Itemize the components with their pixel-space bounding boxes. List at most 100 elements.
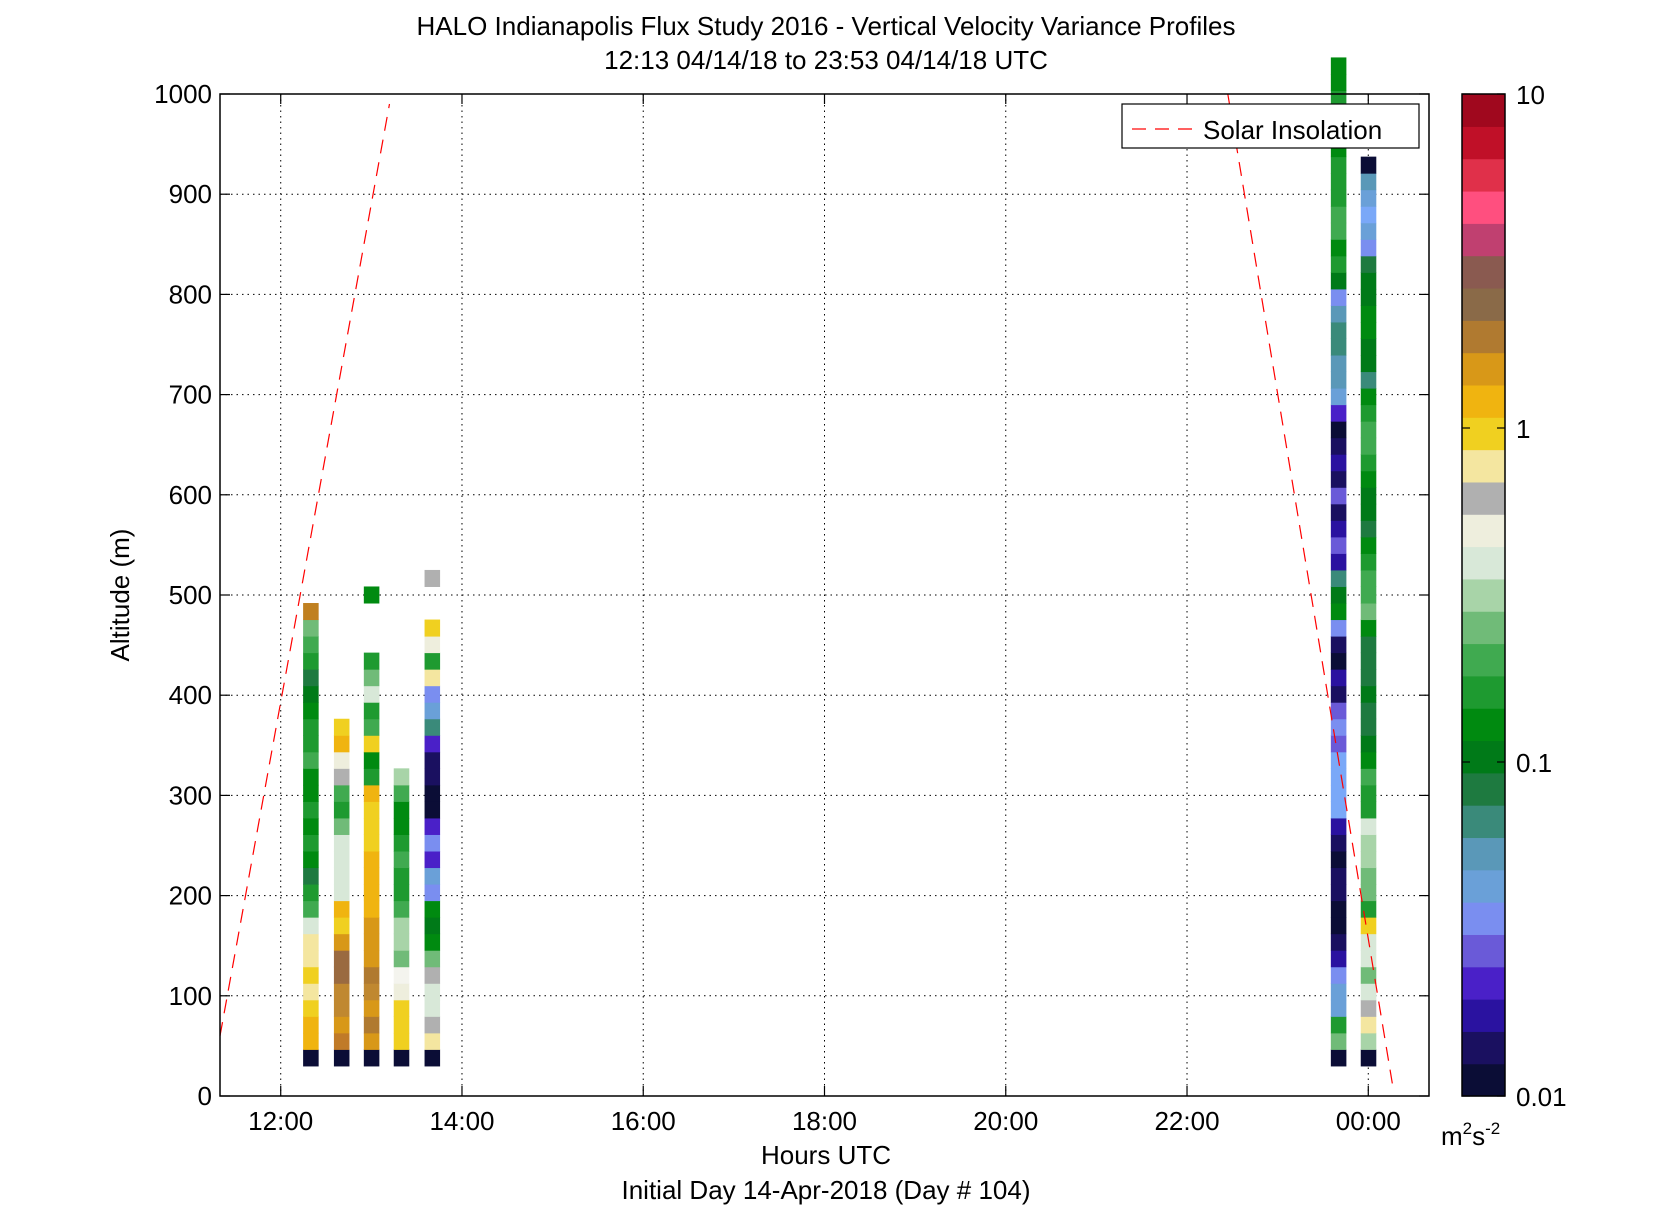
heatmap-cell bbox=[1360, 156, 1377, 174]
heatmap-cell bbox=[1330, 801, 1347, 819]
chart-subtitle: 12:13 04/14/18 to 23:53 04/14/18 UTC bbox=[604, 45, 1048, 75]
heatmap-cell bbox=[393, 900, 410, 918]
colorbar-swatch bbox=[1462, 481, 1505, 515]
colorbar-swatch bbox=[1462, 966, 1505, 1000]
colorbar-swatch bbox=[1462, 190, 1505, 224]
colorbar-unit-s: s bbox=[1472, 1121, 1485, 1151]
heatmap-cell bbox=[1330, 636, 1347, 654]
colorbar-swatch bbox=[1462, 934, 1505, 968]
colorbar-swatch bbox=[1462, 805, 1505, 839]
heatmap-cell bbox=[424, 1032, 441, 1050]
heatmap-cell bbox=[1360, 702, 1377, 720]
heatmap-cell bbox=[424, 966, 441, 984]
heatmap-cell bbox=[1330, 470, 1347, 488]
heatmap-cell bbox=[333, 801, 350, 819]
heatmap-cell bbox=[333, 735, 350, 753]
heatmap-cell bbox=[393, 884, 410, 902]
heatmap-cell bbox=[424, 569, 441, 587]
heatmap-cell bbox=[1360, 454, 1377, 472]
colorbar-swatch bbox=[1462, 643, 1505, 677]
heatmap-cell bbox=[1330, 73, 1347, 91]
heatmap-cell bbox=[393, 867, 410, 885]
heatmap-cell bbox=[1360, 735, 1377, 753]
heatmap-cell bbox=[333, 884, 350, 902]
heatmap-cell bbox=[363, 983, 380, 1001]
heatmap-cell bbox=[1360, 817, 1377, 835]
heatmap-cell bbox=[1360, 983, 1377, 1001]
heatmap-cell bbox=[393, 983, 410, 1001]
heatmap-cell bbox=[1330, 768, 1347, 786]
legend: Solar Insolation bbox=[1121, 103, 1420, 149]
heatmap-cell bbox=[1360, 536, 1377, 554]
heatmap-cell bbox=[363, 950, 380, 968]
colorbar-swatch bbox=[1462, 740, 1505, 774]
colorbar-swatch bbox=[1462, 514, 1505, 548]
heatmap-cell bbox=[1360, 371, 1377, 389]
heatmap-cell bbox=[1360, 206, 1377, 224]
heatmap-cell bbox=[1360, 834, 1377, 852]
y-tick-label: 100 bbox=[169, 981, 212, 1011]
heatmap-cell bbox=[1360, 470, 1377, 488]
heatmap-cell bbox=[333, 966, 350, 984]
heatmap-cell bbox=[1360, 1016, 1377, 1034]
colorbar: 0.01 0.1 1 10 m2s-2 bbox=[1441, 80, 1567, 1151]
heatmap-cell bbox=[303, 933, 319, 951]
heatmap-cell bbox=[1330, 735, 1347, 753]
heatmap-cell bbox=[1330, 603, 1347, 621]
x-tick-label: 14:00 bbox=[429, 1106, 494, 1136]
solar-insolation-line-evening bbox=[1227, 93, 1394, 1087]
heatmap-cell bbox=[1330, 999, 1347, 1017]
heatmap-cell bbox=[1360, 586, 1377, 604]
heatmap-cell bbox=[363, 884, 380, 902]
heatmap-cell bbox=[333, 933, 350, 951]
heatmap-cell bbox=[363, 735, 380, 753]
colorbar-frame bbox=[1461, 93, 1506, 1097]
colorbar-swatch bbox=[1462, 869, 1505, 903]
heatmap-cell bbox=[1360, 1032, 1377, 1050]
legend-label-solar-insolation: Solar Insolation bbox=[1203, 115, 1382, 145]
heatmap-cell bbox=[424, 784, 441, 802]
colorbar-tick-label: 0.01 bbox=[1516, 1082, 1567, 1112]
heatmap-cell bbox=[424, 801, 441, 819]
heatmap-cell bbox=[393, 817, 410, 835]
y-tick-label: 900 bbox=[169, 179, 212, 209]
heatmap-cell bbox=[333, 999, 350, 1017]
heatmap-cell bbox=[303, 950, 319, 968]
colorbar-swatch bbox=[1462, 999, 1505, 1032]
heatmap-cell bbox=[1330, 239, 1347, 257]
y-tick-label: 200 bbox=[169, 881, 212, 911]
heatmap-cell bbox=[303, 999, 319, 1017]
heatmap-cell bbox=[393, 966, 410, 984]
colorbar-swatch bbox=[1462, 902, 1505, 935]
heatmap-cell bbox=[424, 735, 441, 753]
heatmap-cell bbox=[1330, 884, 1347, 902]
colorbar-swatch bbox=[1462, 287, 1505, 321]
x-tick-label: 20:00 bbox=[973, 1106, 1038, 1136]
heatmap-cell bbox=[1330, 206, 1347, 224]
heatmap-cell bbox=[1330, 619, 1347, 637]
heatmap-cell bbox=[1330, 933, 1347, 951]
heatmap-cell bbox=[1330, 355, 1347, 373]
colorbar-unit-m: m bbox=[1441, 1121, 1463, 1151]
y-tick-label: 0 bbox=[198, 1081, 212, 1111]
colorbar-ticks: 0.01 0.1 1 10 bbox=[1462, 80, 1567, 1112]
heatmap-cell bbox=[1360, 288, 1377, 306]
heatmap-cell bbox=[1360, 173, 1377, 191]
colorbar-swatch bbox=[1462, 255, 1505, 289]
heatmap-cell bbox=[1360, 321, 1377, 339]
heatmap-cell bbox=[424, 718, 441, 736]
heatmap-cell bbox=[333, 718, 350, 736]
heatmap-cell bbox=[1360, 355, 1377, 373]
heatmap-cell bbox=[333, 950, 350, 968]
heatmap-cell bbox=[1360, 421, 1377, 439]
heatmap-cell bbox=[1330, 404, 1347, 422]
heatmap-cell bbox=[1360, 718, 1377, 736]
heatmap-cell bbox=[1330, 255, 1347, 273]
heatmap-cell bbox=[1360, 305, 1377, 323]
heatmap-cell bbox=[1330, 652, 1347, 670]
heatmap-cell bbox=[333, 817, 350, 835]
heatmap-cell bbox=[1330, 586, 1347, 604]
heatmap-cell bbox=[1360, 437, 1377, 455]
heatmap-cell bbox=[333, 768, 350, 786]
